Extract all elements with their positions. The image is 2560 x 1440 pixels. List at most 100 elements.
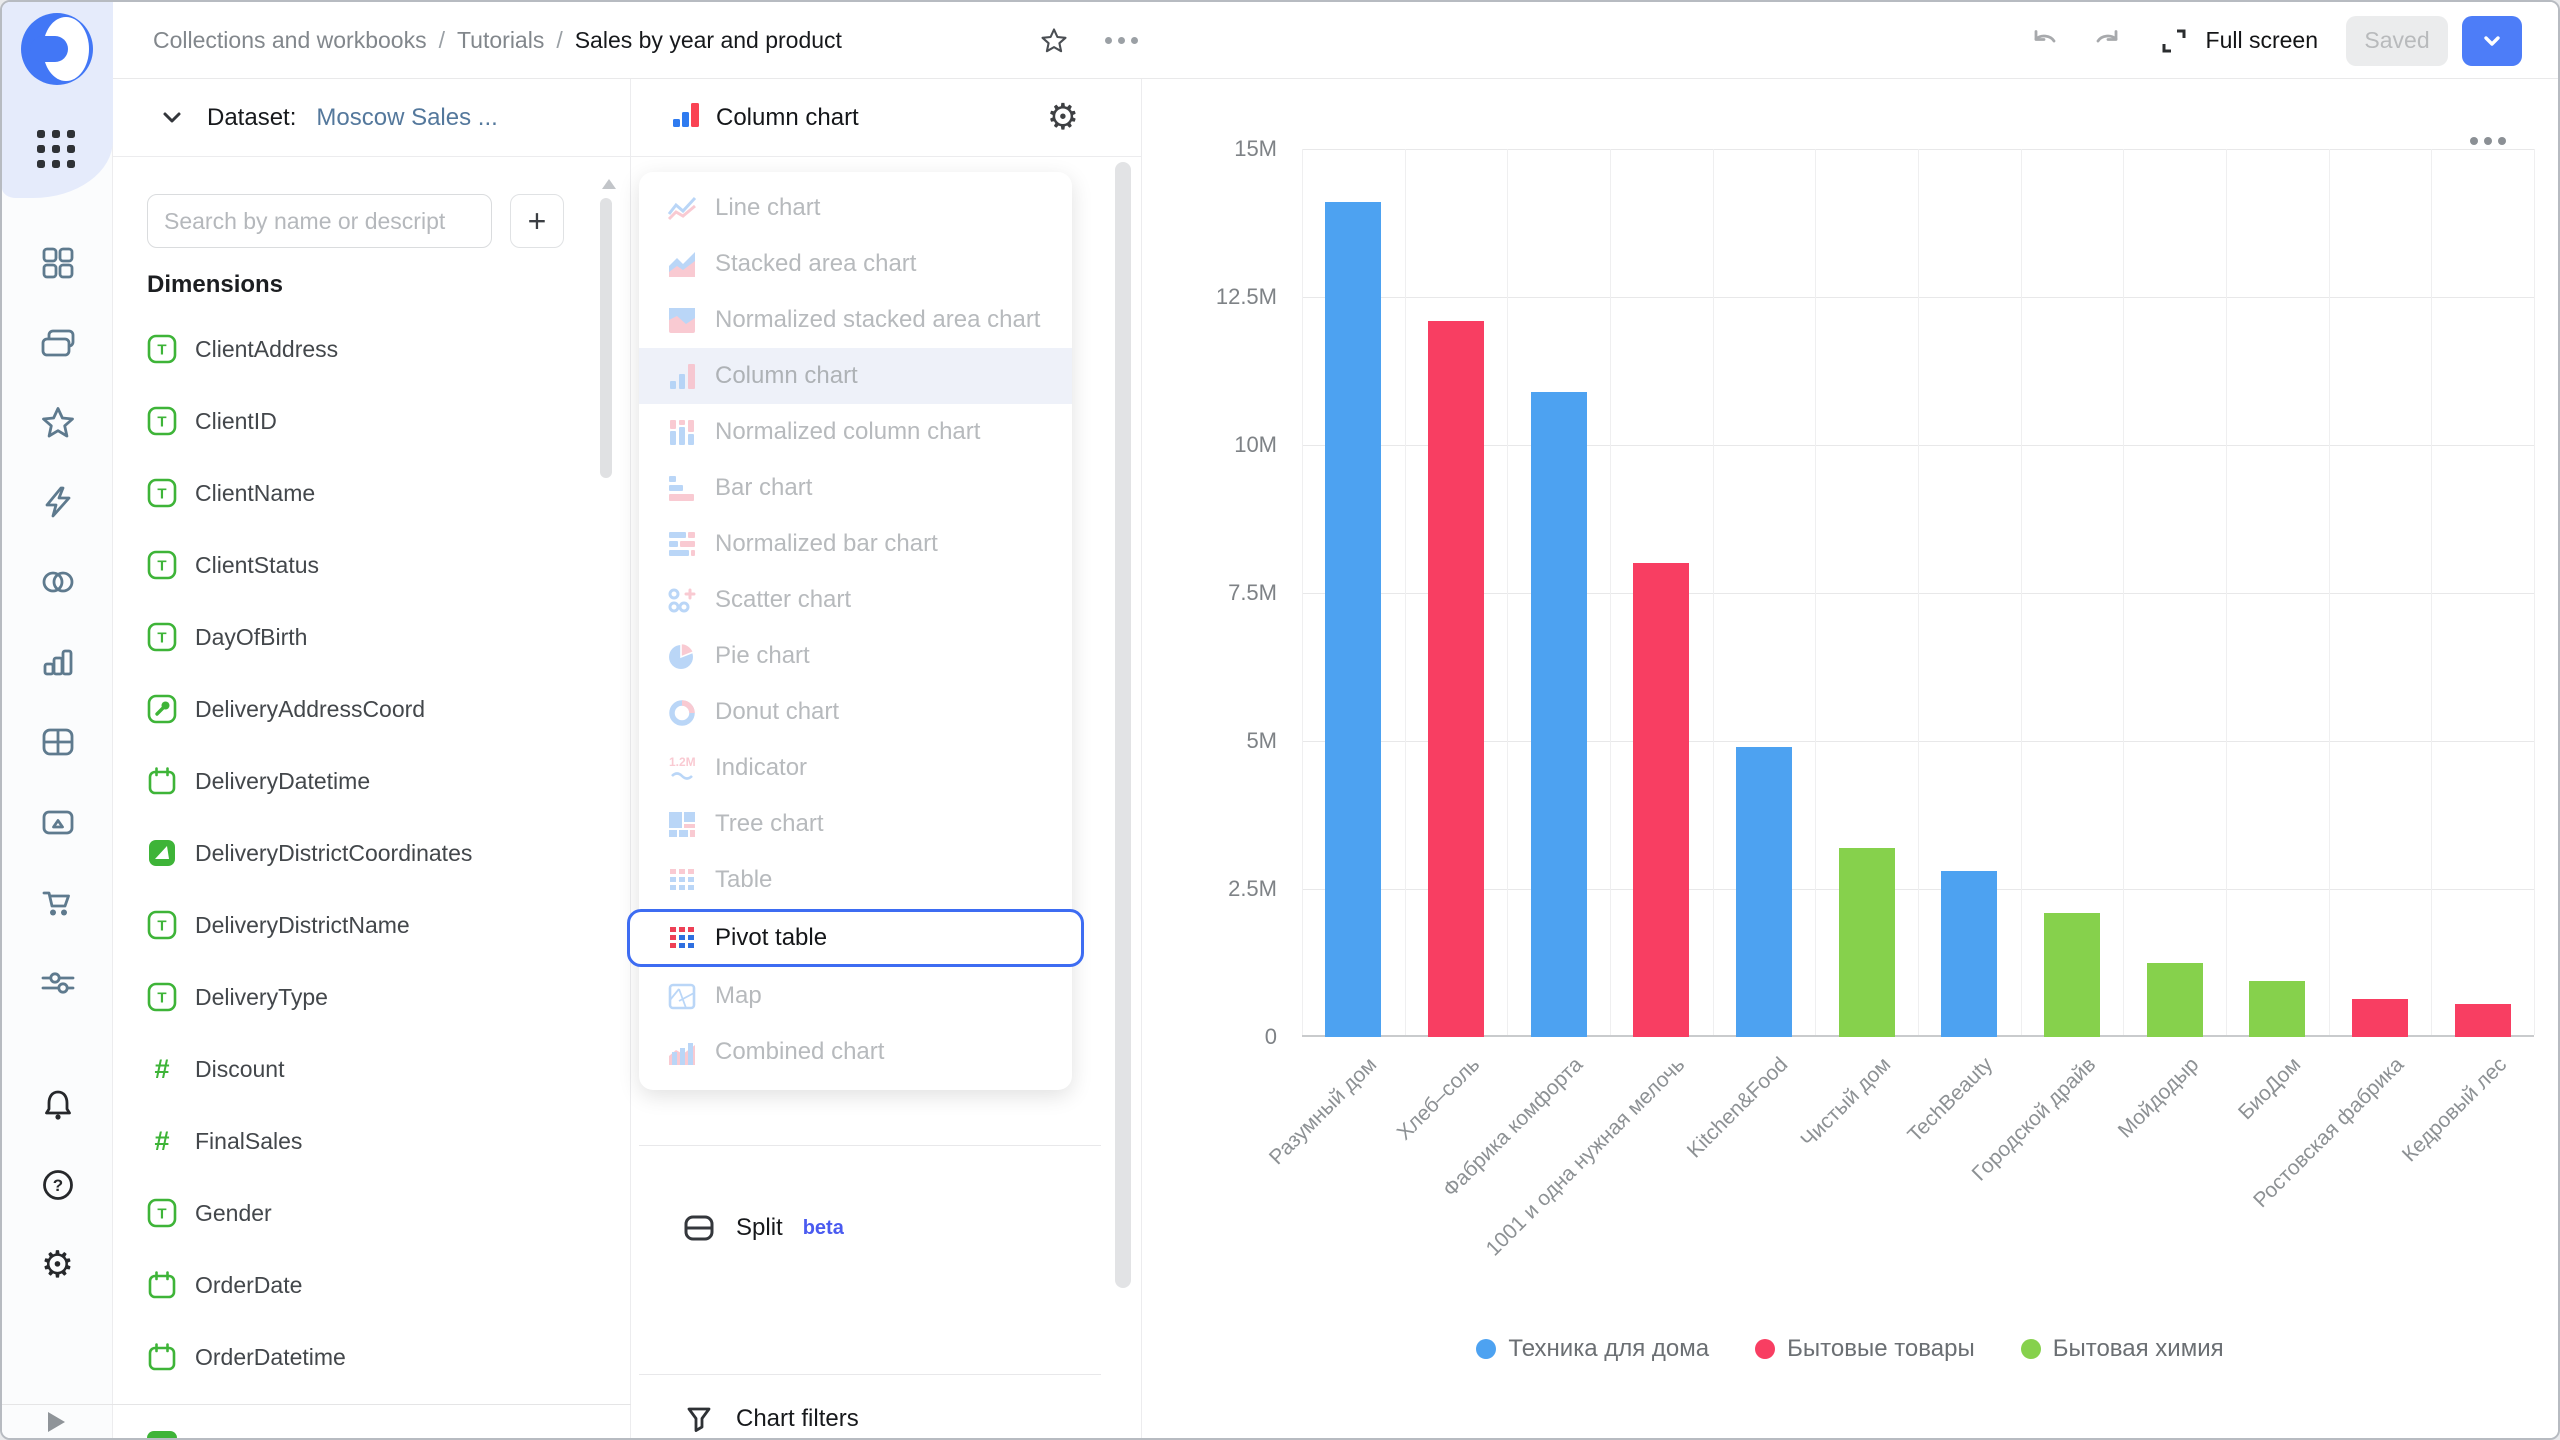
field-item-OrderDate[interactable]: OrderDate — [113, 1249, 606, 1321]
chart-type-option-map[interactable]: Map — [639, 968, 1072, 1024]
field-item-ClientStatus[interactable]: T ClientStatus — [113, 529, 606, 601]
sidebar-item-folder-media[interactable] — [2, 804, 113, 840]
bar-Городской драйв[interactable] — [2044, 912, 2100, 1037]
date-field-icon — [147, 1270, 177, 1300]
bar-Кедровый лес[interactable] — [2454, 1004, 2511, 1037]
bar-Мойдодыр[interactable] — [2146, 963, 2203, 1037]
favorite-star-icon[interactable] — [1039, 26, 1069, 56]
split-section[interactable]: Split beta — [631, 1198, 1141, 1258]
chart-type-option-line-chart[interactable]: Line chart — [639, 180, 1072, 236]
scroll-up-arrow-icon[interactable] — [602, 179, 616, 189]
sidebar-item-bar-chart[interactable] — [2, 644, 113, 680]
sidebar-item-lightning[interactable] — [2, 484, 113, 520]
field-item-DeliveryDatetime[interactable]: DeliveryDatetime — [113, 745, 606, 817]
svg-text:#: # — [154, 1054, 169, 1084]
add-field-button[interactable]: + — [510, 194, 564, 248]
settings-scrollbar[interactable] — [1115, 162, 1131, 1288]
legend-dot-icon — [2020, 1339, 2041, 1359]
field-item-ClientAddress[interactable]: T ClientAddress — [113, 313, 606, 385]
chart-type-option-indicator[interactable]: 1.2M Indicator — [639, 740, 1072, 796]
bar-БиоДом[interactable] — [2249, 980, 2306, 1037]
field-item-FinalSales[interactable]: # FinalSales — [113, 1105, 606, 1177]
x-axis-label: Кедровый лес — [2397, 1053, 2511, 1167]
chart-type-option-pie-chart[interactable]: Pie chart — [639, 628, 1072, 684]
fullscreen-label[interactable]: Full screen — [2205, 27, 2318, 53]
field-item-ClientID[interactable]: T ClientID — [113, 385, 606, 457]
chart-type-option-scatter-chart[interactable]: Scatter chart — [639, 572, 1072, 628]
sidebar-item-collections[interactable] — [2, 324, 113, 362]
chart-type-option-donut-chart[interactable]: Donut chart — [639, 684, 1072, 740]
bar-Разумный дом[interactable] — [1325, 202, 1382, 1037]
bar-Kitchen&Food[interactable] — [1736, 746, 1792, 1037]
fullscreen-icon[interactable] — [2158, 25, 2190, 57]
legend-item-Бытовые товары[interactable]: Бытовые товары — [1755, 1335, 1975, 1363]
chart-filters-section[interactable]: Chart filters — [631, 1389, 1141, 1438]
field-name: DeliveryDistrictCoordinates — [195, 839, 473, 866]
saved-button[interactable]: Saved — [2346, 15, 2448, 66]
apps-grid-icon[interactable] — [37, 130, 75, 168]
chart-type-option-bar-chart[interactable]: Bar chart — [639, 460, 1072, 516]
bar-Ростовская фабрика[interactable] — [2352, 998, 2408, 1037]
settings-gear-icon[interactable]: ⚙ — [40, 1244, 75, 1285]
datalens-logo-icon[interactable] — [18, 10, 96, 93]
bar-1001 и одна нужная мелочь[interactable] — [1633, 563, 1690, 1037]
sidebar-item-cart[interactable] — [2, 884, 113, 922]
redo-icon[interactable] — [2090, 24, 2124, 58]
pivot-chart-icon — [667, 923, 697, 953]
notifications-bell-icon[interactable] — [2, 1086, 113, 1124]
chart-type-option-normalized-column-chart[interactable]: Normalized column chart — [639, 404, 1072, 460]
sidebar-item-sliders[interactable] — [2, 964, 113, 1002]
breadcrumb-item[interactable]: Tutorials — [456, 27, 545, 53]
bar-Хлеб–соль[interactable] — [1428, 320, 1484, 1037]
collapse-chevron-icon[interactable] — [157, 103, 187, 133]
field-item-DayOfBirth[interactable]: T DayOfBirth — [113, 601, 606, 673]
field-item-DeliveryDistrictName[interactable]: T DeliveryDistrictName — [113, 889, 606, 961]
field-item-DeliveryAddressCoord[interactable]: DeliveryAddressCoord — [113, 673, 606, 745]
geopolygon-field-icon — [147, 838, 177, 868]
chart-type-option-table[interactable]: Table — [639, 852, 1072, 908]
sidebar-item-table-grid[interactable] — [2, 724, 113, 760]
field-item-Gender[interactable]: T Gender — [113, 1177, 606, 1249]
column-chart-icon — [670, 100, 700, 135]
breadcrumb-item[interactable]: Collections and workbooks — [153, 27, 427, 53]
field-name: DeliveryType — [195, 983, 328, 1010]
chart-type-option-normalized-bar-chart[interactable]: Normalized bar chart — [639, 516, 1072, 572]
bar-Чистый дом[interactable] — [1838, 847, 1895, 1037]
legend-item-Бытовая химия[interactable]: Бытовая химия — [2020, 1335, 2224, 1363]
chart-type-selector[interactable]: Column chart — [631, 79, 1141, 157]
sidebar-item-favorites[interactable] — [2, 404, 113, 442]
field-item-DeliveryDistrictCoordinates[interactable]: DeliveryDistrictCoordinates — [113, 817, 606, 889]
bar-TechBeauty[interactable] — [1941, 871, 1998, 1037]
chart-settings-gear-icon[interactable]: ⚙ — [1046, 96, 1079, 137]
field-item-Discount[interactable]: # Discount — [113, 1033, 606, 1105]
sidebar-item-venn-circles[interactable] — [2, 564, 113, 600]
dataset-name-link[interactable]: Moscow Sales ... — [316, 103, 498, 131]
divider — [639, 1374, 1101, 1375]
expand-play-icon[interactable] — [48, 1412, 65, 1432]
chart-type-option-stacked-area-chart[interactable]: Stacked area chart — [639, 236, 1072, 292]
legend-dot-icon — [1476, 1339, 1497, 1359]
column-chart-icon — [667, 361, 697, 391]
legend-item-Техника для дома[interactable]: Техника для дома — [1476, 1335, 1709, 1363]
help-icon[interactable]: ? — [2, 1166, 113, 1204]
dataset-header[interactable]: Dataset: Moscow Sales ... — [113, 79, 630, 157]
chart-type-option-pivot-table[interactable]: Pivot table — [627, 909, 1084, 967]
undo-icon[interactable] — [2028, 24, 2062, 58]
save-menu-button[interactable] — [2462, 15, 2522, 66]
chart-type-option-column-chart[interactable]: Column chart — [639, 348, 1072, 404]
bar-Фабрика комфорта[interactable] — [1530, 391, 1587, 1037]
field-search-input[interactable] — [147, 194, 492, 248]
chart-type-label: Stacked area chart — [715, 250, 917, 277]
field-item-DeliveryType[interactable]: T DeliveryType — [113, 961, 606, 1033]
chart-type-option-combined-chart[interactable]: Combined chart — [639, 1024, 1072, 1080]
breadcrumb-more-icon[interactable] — [1105, 37, 1138, 44]
chart-type-option-tree-chart[interactable]: Tree chart — [639, 796, 1072, 852]
field-item-ClientName[interactable]: T ClientName — [113, 457, 606, 529]
chart-more-icon[interactable] — [2470, 137, 2506, 145]
dimensions-scrollbar[interactable] — [600, 198, 612, 478]
area-chart-icon — [667, 249, 697, 279]
bar-chart-icon — [667, 473, 697, 503]
chart-type-option-normalized-stacked-area-chart[interactable]: Normalized stacked area chart — [639, 292, 1072, 348]
sidebar-item-dashboards[interactable] — [2, 245, 113, 281]
field-item-OrderDatetime[interactable]: OrderDatetime — [113, 1321, 606, 1393]
